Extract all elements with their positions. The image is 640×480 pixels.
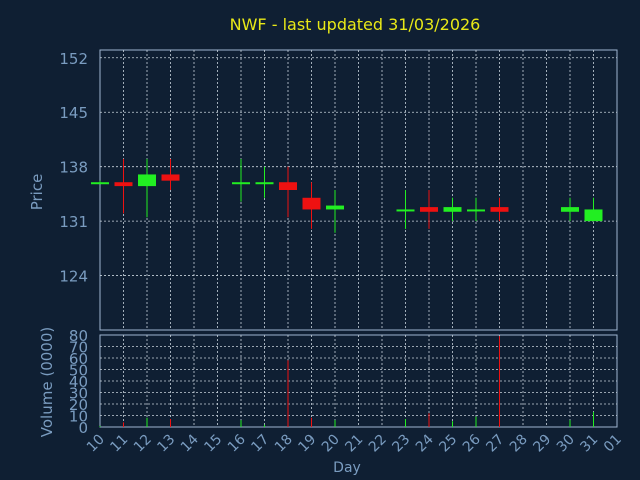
x-tick-label: 24 — [413, 431, 437, 455]
x-tick-label: 23 — [389, 432, 413, 456]
price-panel: 124 131 138 145 152 — [59, 49, 618, 331]
candle-body — [490, 207, 509, 212]
x-tick-label: 25 — [436, 432, 460, 456]
candle-body — [114, 182, 133, 187]
price-tick-label: 124 — [59, 268, 88, 286]
candle-body — [561, 207, 579, 212]
volume-tick-label: 80 — [69, 327, 88, 345]
x-tick-label: 22 — [366, 432, 390, 456]
x-tick-label: 20 — [319, 432, 343, 456]
candle-body — [232, 182, 250, 185]
x-tick-label: 19 — [295, 432, 319, 456]
x-axis: 10 11 12 13 14 15 16 17 18 19 20 21 22 23 24 25 26 27 28 29… — [84, 431, 625, 455]
price-axis-label: Price — [28, 174, 46, 211]
price-tick-label: 138 — [59, 159, 88, 177]
x-tick-label: 21 — [342, 432, 366, 456]
volume-tick-label: 30 — [69, 385, 88, 403]
volume-tick-label: 40 — [69, 373, 88, 391]
candle-body — [91, 182, 109, 185]
price-tick-label: 131 — [59, 213, 88, 231]
candle-body — [584, 209, 603, 222]
x-tick-label: 16 — [225, 431, 249, 455]
volume-axis-label: Volume (0000) — [38, 327, 56, 437]
x-tick-label: 29 — [530, 432, 554, 456]
x-tick-label: 13 — [154, 432, 178, 456]
volume-tick-label: 0 — [78, 419, 88, 437]
candle-body — [443, 207, 462, 212]
x-axis-label: Day — [333, 460, 361, 476]
price-tick-label: 145 — [59, 104, 88, 122]
x-tick-label: 12 — [131, 432, 155, 456]
candle-body — [161, 174, 180, 181]
x-tick-label: 31 — [577, 432, 601, 456]
x-tick-label: 11 — [107, 432, 131, 456]
x-tick-label: 28 — [507, 432, 531, 456]
x-tick-label: 30 — [554, 432, 578, 456]
x-tick-label: 27 — [483, 432, 507, 456]
x-tick-label: 14 — [178, 431, 202, 455]
volume-tick-label: 50 — [69, 362, 88, 380]
price-tick-label: 152 — [59, 50, 88, 68]
volume-tick-label: 70 — [69, 339, 88, 357]
candle-body — [396, 209, 415, 212]
candle-body — [255, 182, 274, 185]
volume-tick-label: 10 — [69, 408, 88, 426]
x-tick-label: 15 — [201, 432, 225, 456]
chart-title: NWF - last updated 31/03/2026 — [230, 15, 481, 34]
candle-body — [279, 182, 297, 190]
candle-body — [467, 209, 485, 212]
volume-tick-label: 60 — [69, 350, 88, 368]
x-tick-label: 26 — [460, 431, 484, 455]
x-tick-label: 01 — [601, 432, 625, 456]
candle-body — [326, 205, 344, 210]
x-tick-label: 18 — [272, 432, 296, 456]
x-tick-label: 17 — [248, 432, 272, 456]
candle-body — [302, 197, 321, 210]
candle-body — [138, 174, 156, 187]
volume-tick-label: 20 — [69, 396, 88, 414]
candle-body — [420, 207, 438, 212]
